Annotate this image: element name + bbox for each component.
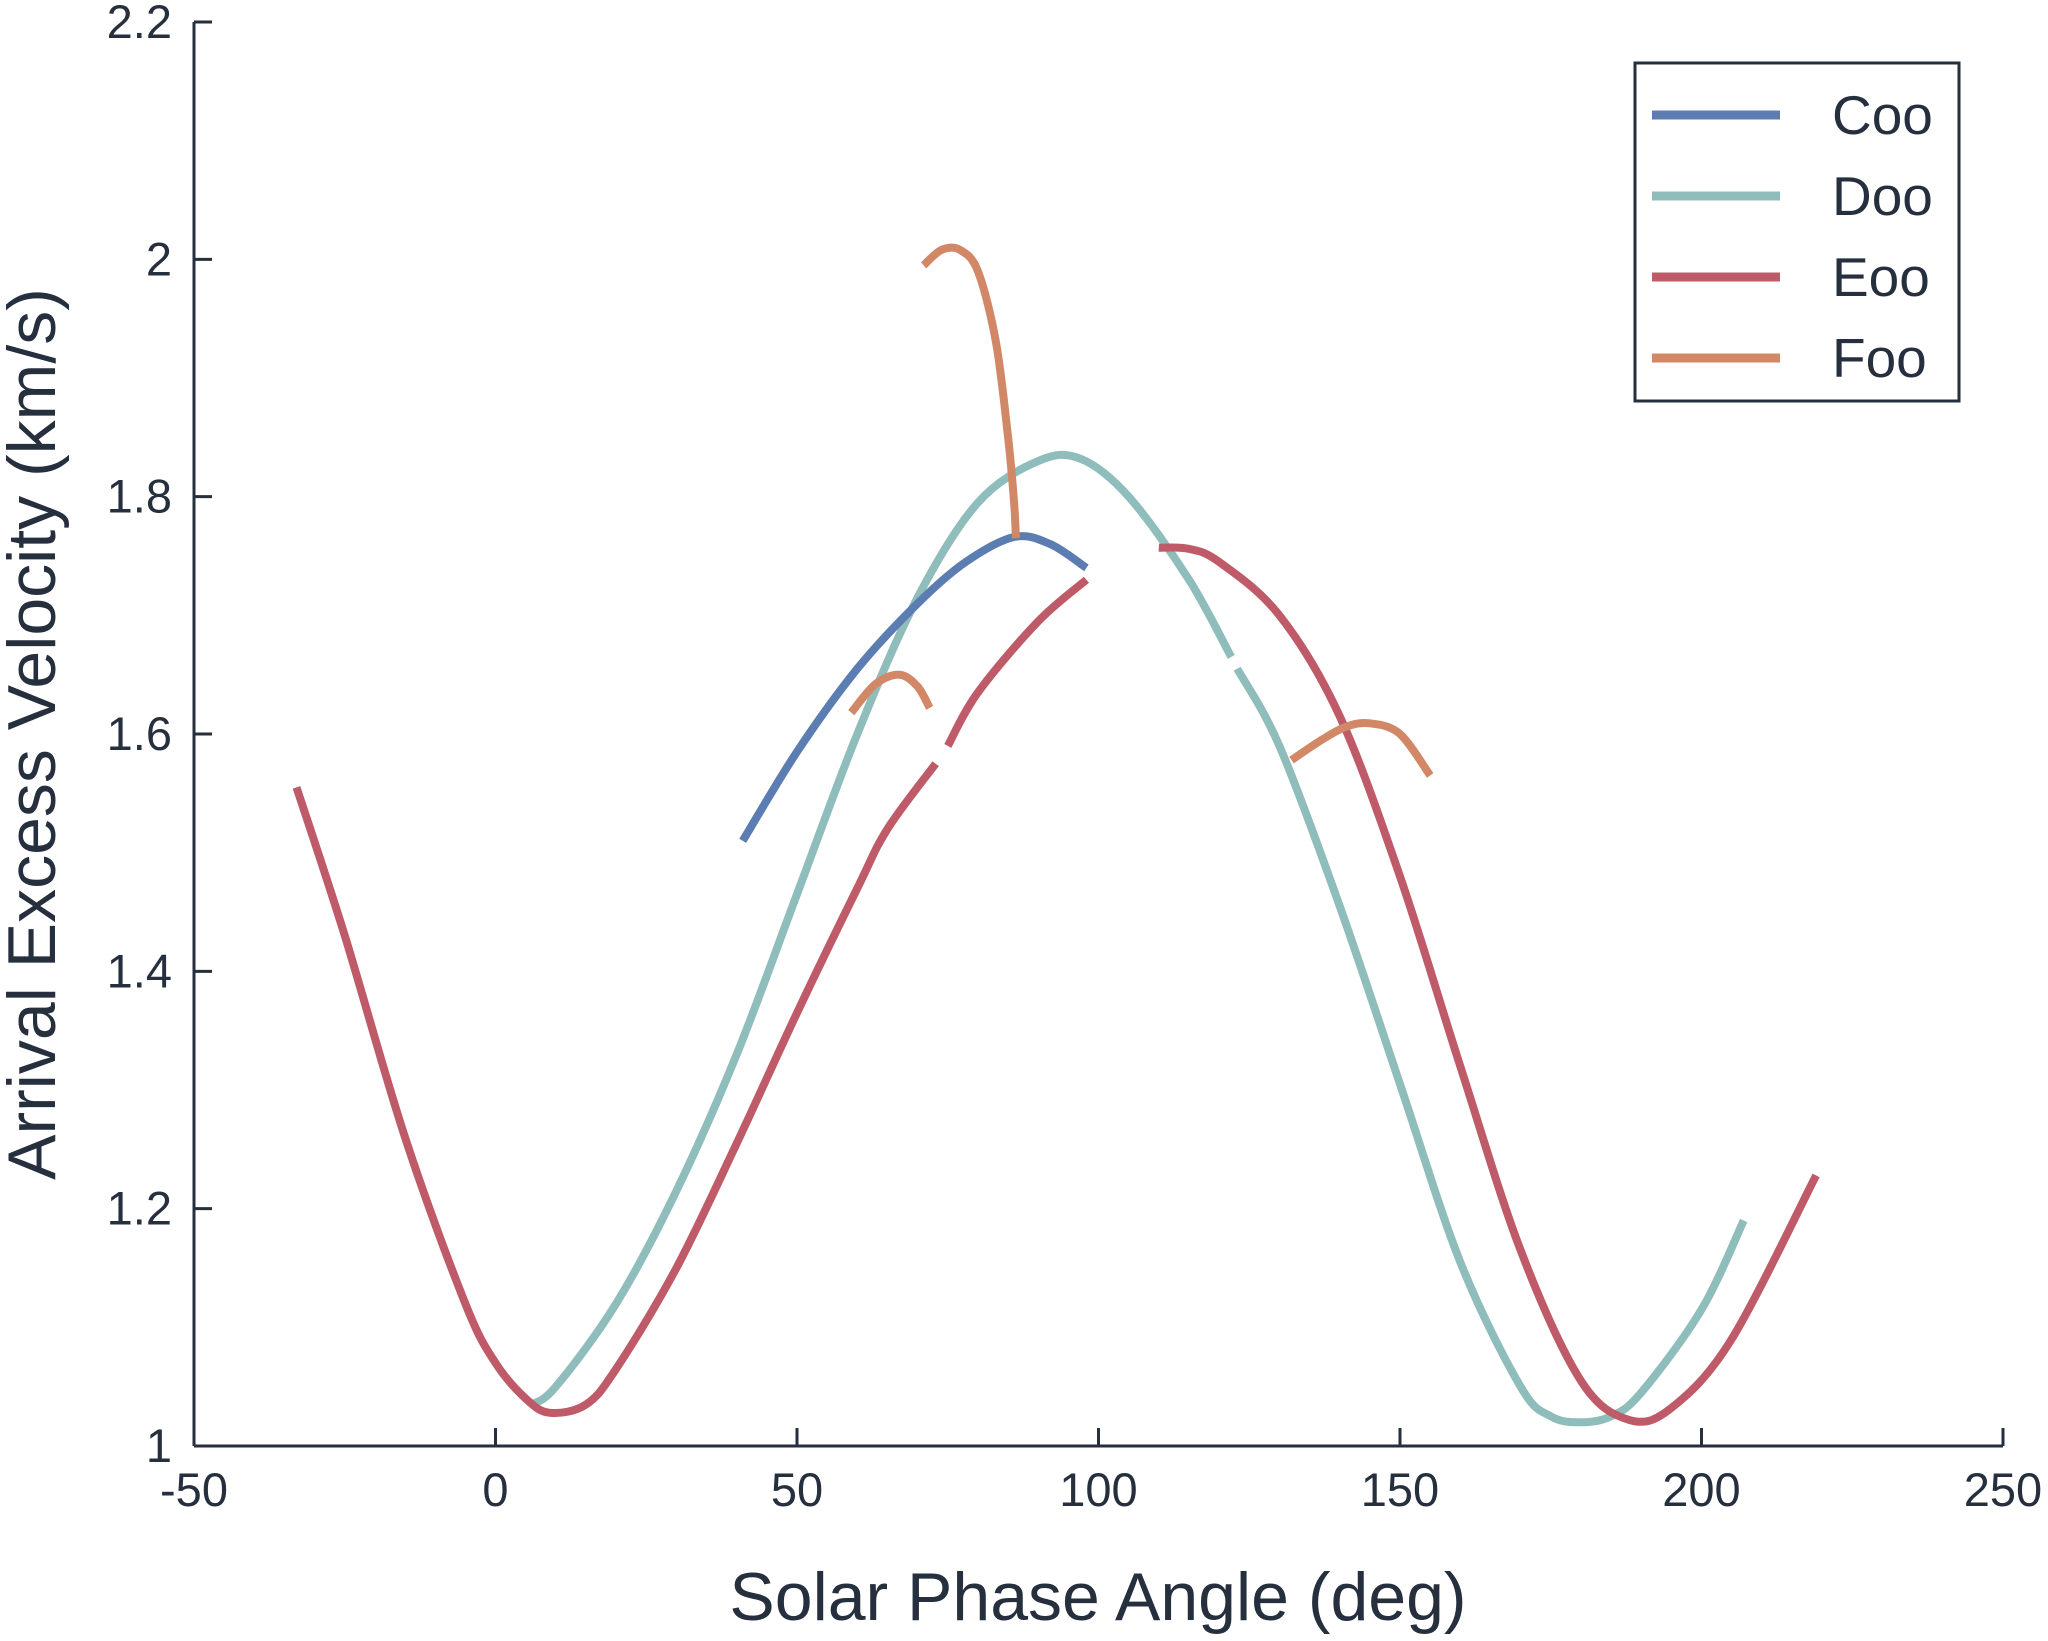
legend-label-coo: Coo <box>1832 84 1933 146</box>
x-tick-label: 150 <box>1361 1463 1439 1516</box>
legend-label-eoo: Eoo <box>1832 246 1930 308</box>
y-tick-label: 2 <box>146 232 172 285</box>
x-axis-title: Solar Phase Angle (deg) <box>729 1559 1466 1635</box>
y-tick-label: 1.6 <box>107 707 172 760</box>
series-layer <box>292 243 1820 1427</box>
ticks: -50 0 50 100 150 200 250 1 1.2 1.4 1.6 1.8 2 2.2 <box>107 0 2043 1516</box>
y-tick-label: 1.2 <box>107 1182 172 1235</box>
series-line-doo-segment-1 <box>529 450 1235 1408</box>
legend-label-doo: Doo <box>1832 165 1933 227</box>
series-line-doo-segment-2 <box>1233 666 1748 1427</box>
series-line-coo-segment-1 <box>739 532 1089 843</box>
series-line-foo-segment-2 <box>848 670 934 716</box>
x-tick-label: 100 <box>1059 1463 1137 1516</box>
y-tick-label: 1.8 <box>107 470 172 523</box>
y-tick-label: 2.2 <box>107 0 172 48</box>
series-line-foo-segment-1 <box>920 243 1020 539</box>
y-tick-label: 1 <box>146 1419 172 1472</box>
y-axis-title: Arrival Excess Velocity (km/s) <box>0 288 70 1180</box>
legend-items: Coo Doo Eoo Foo <box>1652 84 1933 389</box>
x-tick-label: 200 <box>1662 1463 1740 1516</box>
legend: Coo Doo Eoo Foo <box>1633 61 1961 403</box>
y-tick-label: 1.4 <box>107 944 172 997</box>
x-tick-label: -50 <box>160 1463 228 1516</box>
series-line-eoo-segment-1 <box>292 761 939 1418</box>
series-line-eoo-segment-2 <box>944 576 1090 748</box>
x-tick-label: 250 <box>1964 1463 2042 1516</box>
x-tick-label: 50 <box>771 1463 823 1516</box>
legend-label-foo: Foo <box>1832 327 1927 389</box>
series-line-eoo-segment-3 <box>1158 543 1820 1426</box>
series-line-foo-segment-3 <box>1289 718 1434 778</box>
x-tick-label: 0 <box>482 1463 508 1516</box>
